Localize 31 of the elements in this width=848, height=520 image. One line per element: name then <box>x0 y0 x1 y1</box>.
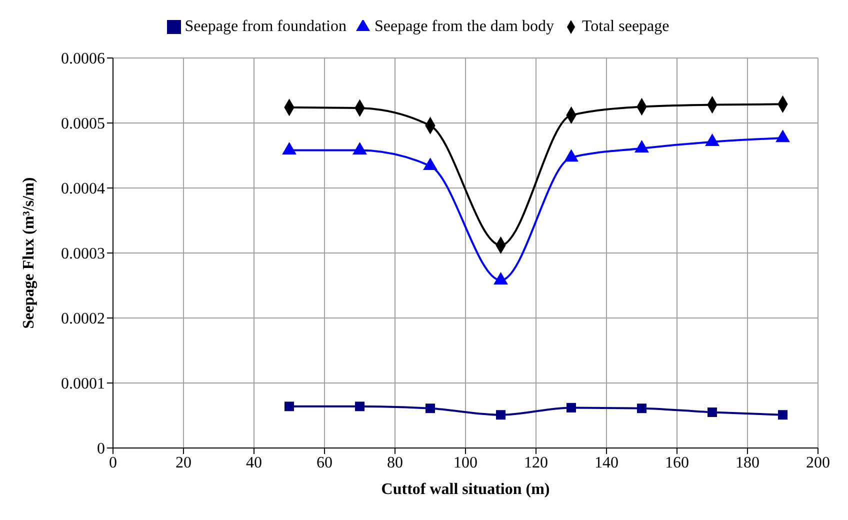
y-tick-label: 0.0004 <box>61 180 105 198</box>
point <box>778 410 788 420</box>
y-tick-label: 0.0003 <box>61 246 105 263</box>
x-tick-label: 140 <box>594 454 618 472</box>
x-tick-label: 200 <box>806 454 830 472</box>
y-tick-label: 0.0001 <box>61 376 105 393</box>
x-tick-label: 120 <box>524 454 548 472</box>
x-axis-title: Cuttof wall situation (m) <box>381 481 550 498</box>
x-tick-label: 20 <box>176 454 192 472</box>
legend-label: Seepage from the dam body <box>374 18 554 35</box>
point <box>637 404 646 414</box>
point <box>284 402 294 412</box>
y-tick-label: 0 <box>97 440 105 458</box>
point <box>496 410 506 420</box>
point <box>708 408 717 417</box>
x-tick-label: 80 <box>387 454 403 472</box>
x-tick-label: 40 <box>246 454 262 472</box>
y-axis-title: Seepage Flux (m³/s/m) <box>20 177 38 329</box>
x-tick-label: 180 <box>736 454 760 472</box>
point <box>566 402 576 412</box>
x-tick-label: 100 <box>454 454 478 472</box>
legend-label: Total seepage <box>582 18 670 35</box>
x-tick-label: 60 <box>316 454 332 472</box>
y-tick-label: 0.0006 <box>61 50 105 68</box>
point <box>426 404 435 414</box>
y-tick-label: 0.0002 <box>61 310 105 328</box>
x-tick-label: 0 <box>109 454 117 472</box>
legend-label: Seepage from foundation <box>184 18 346 35</box>
point <box>355 402 364 412</box>
x-tick-label: 160 <box>665 454 689 472</box>
y-tick-label: 0.0005 <box>61 116 105 133</box>
